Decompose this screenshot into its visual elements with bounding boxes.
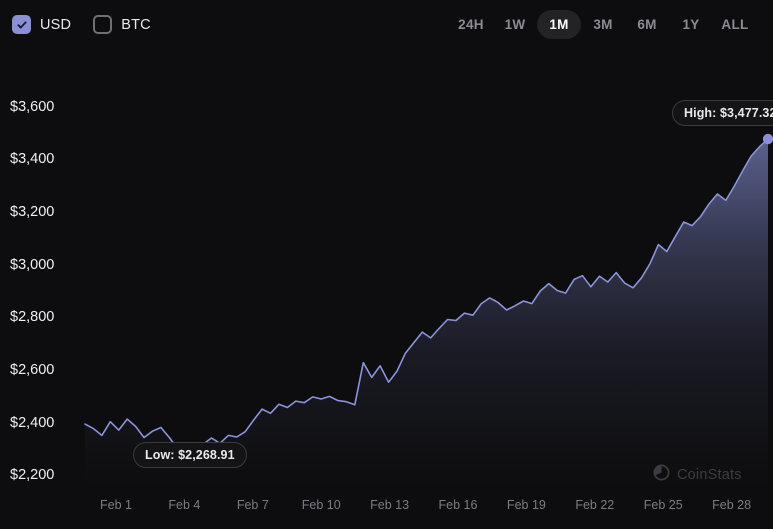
range-button-1y[interactable]: 1Y	[682, 17, 700, 32]
y-axis-tick-label: $3,000	[10, 256, 55, 273]
x-axis-tick-label: Feb 19	[506, 498, 546, 512]
x-axis-tick-label: Feb 10	[301, 498, 341, 512]
x-axis-tick-label: Feb 1	[100, 498, 132, 512]
currency-label-btc: BTC	[121, 16, 151, 33]
x-axis-tick-label: Feb 28	[712, 498, 752, 512]
chart-plot-area: $3,600 $3,400 $3,200 $3,000 $2,800 $2,600 $2,4…	[0, 60, 773, 495]
price-area-fill	[85, 139, 768, 486]
y-axis-tick-label: $2,600	[10, 362, 55, 379]
currency-label-usd: USD	[40, 16, 72, 33]
x-axis-tick-label: Feb 25	[643, 498, 683, 512]
high-point-marker	[762, 133, 773, 145]
price-line-chart[interactable]	[0, 60, 773, 495]
checkbox-checked-icon[interactable]	[12, 15, 31, 34]
range-button-1m[interactable]: 1M	[537, 10, 581, 39]
x-axis-tick-label: Feb 16	[438, 498, 478, 512]
x-axis-tick-label: Feb 13	[370, 498, 410, 512]
coinstats-logo-icon	[653, 464, 670, 486]
chart-toolbar: USD BTC 24H 1W 1M 3M 6M 1Y ALL	[0, 0, 773, 52]
range-button-all[interactable]: ALL	[721, 17, 749, 32]
x-axis-tick-label: Feb 22	[575, 498, 615, 512]
coinstats-watermark: CoinStats	[653, 464, 742, 486]
y-axis: $3,600 $3,400 $3,200 $3,000 $2,800 $2,600 $2,4…	[0, 60, 85, 495]
currency-option-btc[interactable]: BTC	[93, 15, 151, 34]
range-button-3m[interactable]: 3M	[593, 17, 613, 32]
y-axis-tick-label: $3,400	[10, 151, 55, 168]
y-axis-tick-label: $3,200	[10, 203, 55, 220]
currency-option-usd[interactable]: USD	[12, 15, 71, 34]
low-price-tooltip: Low: $2,268.91	[133, 442, 247, 468]
coinstats-wordmark: CoinStats	[677, 467, 742, 483]
x-axis-tick-label: Feb 4	[168, 498, 201, 512]
range-button-1w[interactable]: 1W	[504, 17, 526, 32]
y-axis-tick-label: $2,800	[10, 309, 55, 326]
x-axis-tick-label: Feb 7	[236, 498, 269, 512]
checkbox-unchecked-icon[interactable]	[93, 15, 113, 34]
time-range-selector: 24H 1W 1M 3M 6M 1Y ALL	[449, 10, 757, 39]
currency-toggle-group: USD BTC	[12, 15, 151, 34]
y-axis-tick-label: $2,400	[10, 414, 55, 431]
high-price-tooltip: High: $3,477.32	[672, 100, 773, 126]
range-button-24h[interactable]: 24H	[458, 17, 484, 32]
y-axis-tick-label: $3,600	[10, 98, 55, 115]
x-axis: Feb 1 Feb 4 Feb 7 Feb 10 Feb 13 Feb 16 Feb 19 F…	[0, 498, 773, 522]
range-button-6m[interactable]: 6M	[637, 17, 657, 32]
y-axis-tick-label: $2,200	[10, 467, 55, 484]
